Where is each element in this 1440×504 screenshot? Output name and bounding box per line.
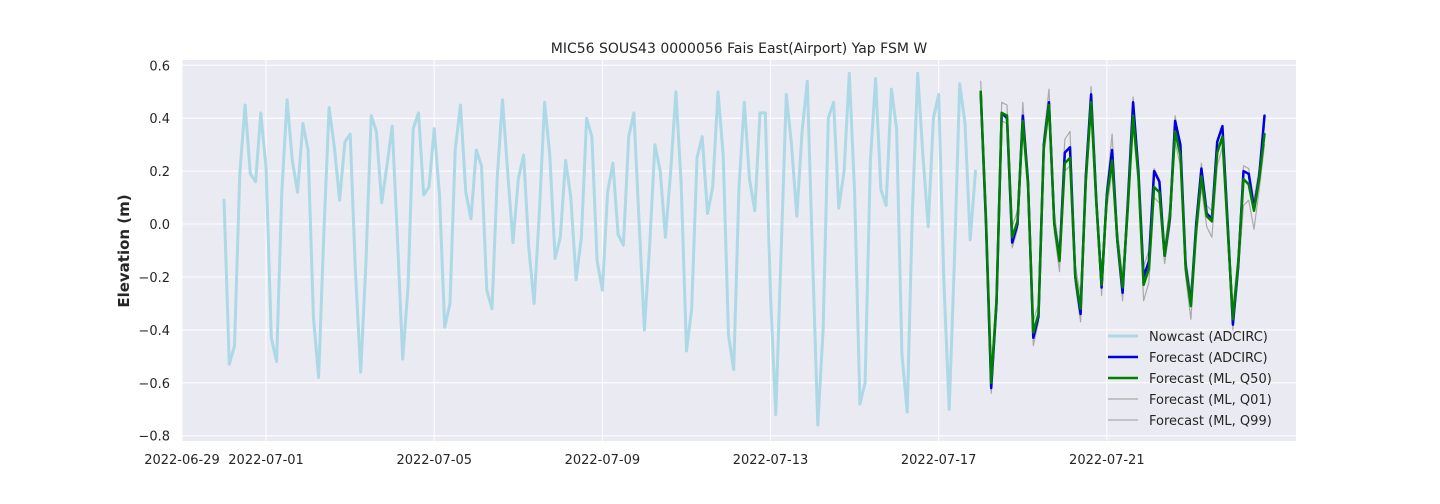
y-tick-label: −0.2 [138, 271, 170, 286]
series-line [222, 71, 977, 427]
y-tick-label: −0.6 [138, 377, 170, 392]
legend-label: Forecast (ML, Q01) [1149, 393, 1272, 408]
x-tick-labels: 2022-06-29 2022-07-01 2022-07-05 2022-07-09… [144, 453, 1144, 468]
x-tick-label: 2022-07-05 [396, 453, 472, 468]
legend-label: Forecast (ML, Q99) [1149, 414, 1272, 429]
x-tick-label: 2022-07-17 [901, 453, 977, 468]
x-tick-label: 2022-07-01 [228, 453, 304, 468]
chart-title: MIC56 SOUS43 0000056 Fais East(Airport) … [551, 41, 928, 57]
legend-label: Forecast (ADCIRC) [1149, 351, 1268, 366]
legend: Nowcast (ADCIRC) Forecast (ADCIRC) Forecas… [1108, 330, 1272, 429]
y-tick-label: 0.2 [149, 165, 170, 180]
y-axis-label: Elevation (m) [115, 194, 133, 307]
y-tick-labels: −0.8 −0.6 −0.4 −0.2 0.0 0.2 0.4 0.6 [138, 59, 170, 444]
x-tick-label: 2022-07-21 [1069, 453, 1145, 468]
x-tick-label: 2022-06-29 [144, 453, 220, 468]
legend-label: Nowcast (ADCIRC) [1149, 330, 1268, 345]
y-tick-label: 0.6 [149, 59, 170, 74]
legend-label: Forecast (ML, Q50) [1149, 372, 1272, 387]
y-tick-label: 0.4 [149, 112, 170, 127]
y-tick-label: −0.8 [138, 430, 170, 445]
series-layer [222, 71, 1266, 427]
x-tick-label: 2022-07-09 [565, 453, 641, 468]
plot-background [182, 60, 1296, 441]
y-tick-label: −0.4 [138, 324, 170, 339]
y-tick-label: 0.0 [149, 218, 170, 233]
x-tick-label: 2022-07-13 [733, 453, 809, 468]
series-line [979, 90, 1266, 385]
